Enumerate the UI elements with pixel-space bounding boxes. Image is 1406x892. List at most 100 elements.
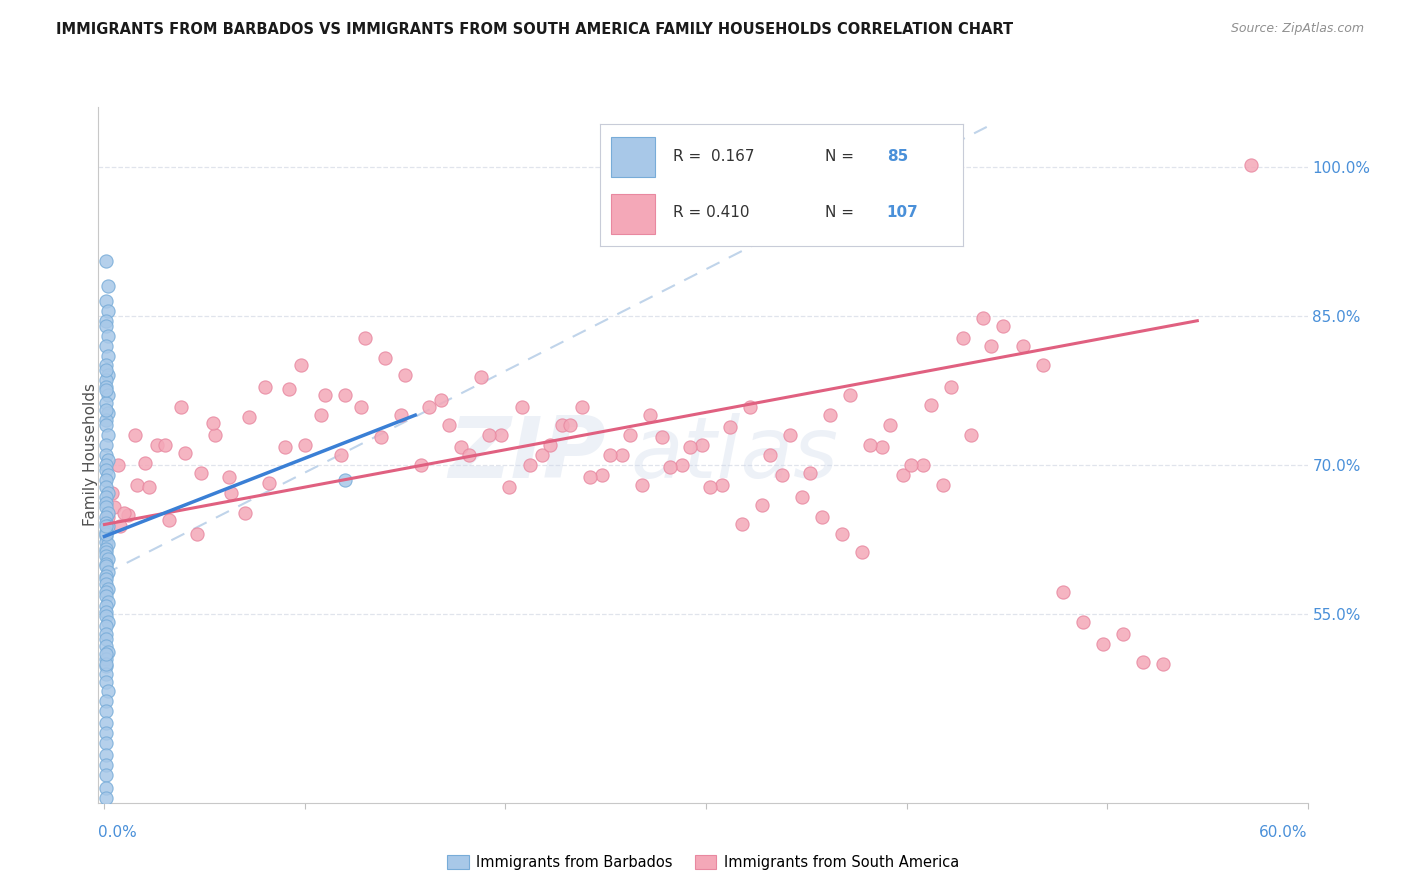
Point — [97, 582, 120, 596]
Point — [97, 509, 120, 524]
Point — [96, 758, 118, 772]
Point — [558, 418, 581, 433]
Point — [96, 396, 118, 410]
Point — [96, 666, 118, 681]
Point — [820, 408, 842, 422]
Point — [498, 480, 520, 494]
Point — [97, 467, 120, 482]
Point — [96, 726, 118, 740]
Point — [96, 605, 118, 619]
Point — [101, 485, 124, 500]
Point — [125, 477, 148, 491]
Point — [731, 517, 754, 532]
Point — [711, 477, 734, 491]
Point — [1092, 637, 1115, 651]
Point — [690, 438, 713, 452]
Point — [96, 318, 118, 333]
Point — [330, 448, 353, 462]
Point — [779, 428, 801, 442]
Point — [931, 477, 953, 491]
Point — [638, 408, 661, 422]
Point — [920, 398, 942, 412]
Point — [96, 458, 118, 472]
Point — [134, 456, 156, 470]
Point — [96, 500, 118, 514]
Point — [96, 790, 118, 805]
Point — [96, 314, 118, 328]
Point — [238, 410, 260, 425]
Point — [350, 401, 373, 415]
Point — [718, 420, 741, 434]
Point — [97, 388, 120, 402]
Point — [96, 585, 118, 599]
Point — [96, 577, 118, 591]
Point — [96, 535, 118, 549]
Point — [470, 370, 492, 384]
Point — [96, 254, 118, 268]
Text: 0.0%: 0.0% — [98, 825, 138, 840]
Point — [96, 384, 118, 398]
Point — [631, 477, 654, 491]
Point — [96, 632, 118, 646]
Point — [831, 527, 853, 541]
Point — [1011, 338, 1033, 352]
Point — [491, 428, 513, 442]
Point — [96, 651, 118, 665]
Point — [96, 657, 118, 671]
Point — [333, 388, 356, 402]
Point — [671, 458, 693, 472]
Point — [96, 639, 118, 653]
Point — [96, 716, 118, 731]
Point — [1240, 158, 1263, 172]
Point — [96, 413, 118, 427]
Point — [97, 368, 120, 383]
Point — [96, 516, 118, 530]
Point — [839, 388, 862, 402]
Point — [991, 318, 1014, 333]
Point — [96, 694, 118, 708]
Point — [96, 473, 118, 487]
Point — [679, 440, 702, 454]
Point — [186, 527, 208, 541]
Point — [290, 359, 312, 373]
Legend: Immigrants from Barbados, Immigrants from South America: Immigrants from Barbados, Immigrants fro… — [441, 849, 965, 876]
Point — [96, 509, 118, 524]
Point — [96, 780, 118, 795]
Point — [430, 393, 453, 408]
Point — [97, 565, 120, 579]
Point — [96, 768, 118, 782]
Point — [658, 459, 681, 474]
Point — [578, 470, 600, 484]
Point — [911, 458, 934, 472]
Point — [97, 506, 120, 520]
Point — [96, 627, 118, 641]
Point — [96, 674, 118, 689]
Point — [96, 418, 118, 433]
Point — [97, 615, 120, 629]
Point — [799, 466, 821, 480]
Point — [370, 430, 392, 444]
Point — [97, 595, 120, 609]
Point — [117, 508, 139, 522]
Text: ZIP: ZIP — [449, 413, 606, 497]
Point — [96, 527, 118, 541]
Point — [333, 473, 356, 487]
Point — [257, 475, 280, 490]
Point — [96, 463, 118, 477]
Point — [394, 368, 416, 383]
Point — [97, 645, 120, 659]
Text: IMMIGRANTS FROM BARBADOS VS IMMIGRANTS FROM SOUTH AMERICA FAMILY HOUSEHOLDS CORR: IMMIGRANTS FROM BARBADOS VS IMMIGRANTS F… — [56, 22, 1014, 37]
Point — [879, 418, 901, 433]
Point — [274, 440, 297, 454]
Point — [96, 599, 118, 613]
Point — [96, 569, 118, 583]
Point — [792, 490, 814, 504]
Point — [96, 448, 118, 462]
Point — [314, 388, 336, 402]
Point — [309, 408, 332, 422]
Point — [591, 467, 613, 482]
Point — [96, 619, 118, 633]
Point — [619, 428, 641, 442]
Point — [97, 519, 120, 533]
Point — [218, 470, 240, 484]
